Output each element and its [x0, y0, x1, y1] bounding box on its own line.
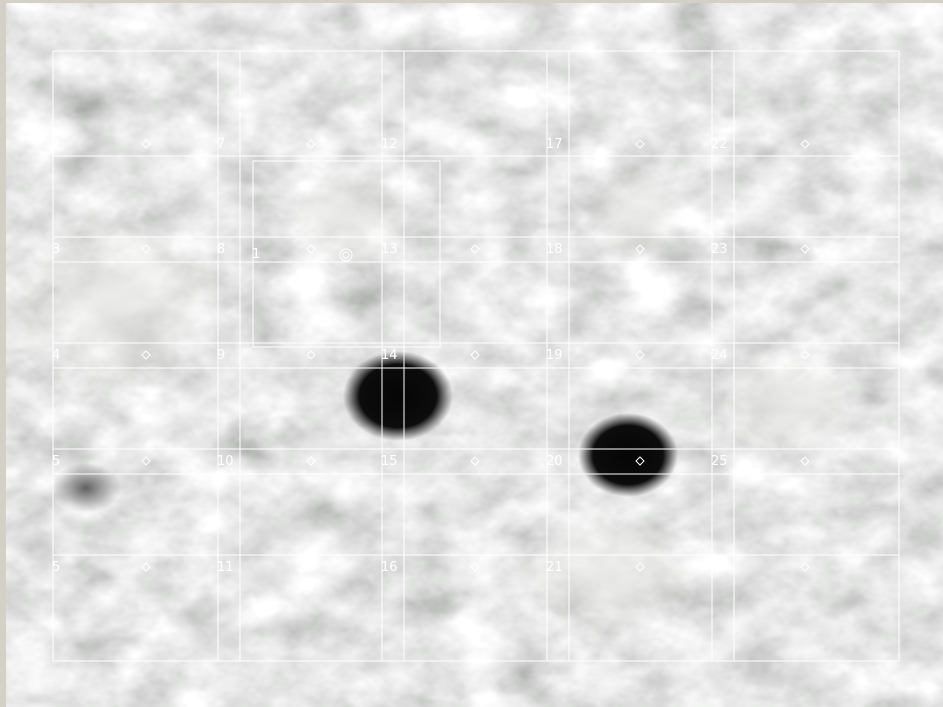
tile[interactable]: 8 — [217, 156, 404, 262]
tile-hit-area[interactable] — [382, 368, 569, 474]
tile-hit-area[interactable] — [712, 156, 899, 262]
tile-hit-area[interactable] — [712, 368, 899, 474]
tile-hit-area[interactable] — [53, 368, 240, 474]
tile[interactable]: 26 — [711, 474, 899, 660]
tile[interactable]: 7 — [217, 51, 404, 156]
tile[interactable]: 25 — [711, 368, 899, 474]
tile[interactable]: 12 — [381, 51, 569, 156]
tile-hit-area[interactable] — [218, 368, 404, 474]
tile[interactable]: 24 — [711, 262, 899, 368]
tile[interactable]: 4 — [52, 262, 240, 368]
tile[interactable]: 16 — [381, 474, 569, 660]
tile-hit-area[interactable] — [218, 474, 404, 660]
tile[interactable]: 2 — [52, 51, 240, 156]
tile[interactable]: 3 — [52, 156, 240, 262]
tile-hit-area[interactable] — [382, 156, 569, 262]
tile-hit-area[interactable] — [53, 51, 240, 156]
tile[interactable]: 13 — [381, 156, 569, 262]
tile[interactable]: 11 — [217, 474, 404, 660]
tile-hit-area[interactable] — [53, 156, 240, 262]
tile-hit-area[interactable] — [218, 156, 404, 262]
tile-hit-area[interactable] — [712, 474, 899, 660]
tile[interactable]: 17 — [546, 51, 734, 156]
tile-hit-area[interactable] — [382, 262, 569, 368]
tile[interactable]: 23 — [711, 156, 899, 262]
tile-hit-area[interactable] — [382, 51, 569, 156]
tile-hit-area[interactable] — [547, 262, 734, 368]
tile-hit-area[interactable] — [53, 262, 240, 368]
tile[interactable]: 5 — [52, 368, 240, 474]
tile[interactable]: 22 — [711, 51, 899, 156]
tile-hit-area[interactable] — [547, 51, 734, 156]
tile[interactable]: 9 — [217, 262, 404, 368]
tile[interactable]: 14 — [381, 262, 569, 368]
tile-set: 2345578910111213141516171819202122232425… — [52, 51, 899, 660]
tile-hit-area[interactable] — [712, 262, 899, 368]
tile-hit-area[interactable] — [547, 368, 734, 474]
tile[interactable]: 5 — [52, 474, 240, 660]
tile-hit-area[interactable] — [218, 51, 404, 156]
tile-hit-area[interactable] — [547, 156, 734, 262]
tile[interactable]: 21 — [546, 474, 734, 660]
tile-hit-area[interactable] — [53, 474, 240, 660]
tile[interactable]: 19 — [546, 262, 734, 368]
tile-hit-area[interactable] — [382, 474, 569, 660]
tile[interactable]: 20 — [546, 368, 734, 474]
tile[interactable]: 15 — [381, 368, 569, 474]
tile-hit-area[interactable] — [547, 474, 734, 660]
tile-hit-area[interactable] — [712, 51, 899, 156]
tile[interactable]: 18 — [546, 156, 734, 262]
tile[interactable]: 10 — [217, 368, 404, 474]
tile-hit-area[interactable] — [218, 262, 404, 368]
